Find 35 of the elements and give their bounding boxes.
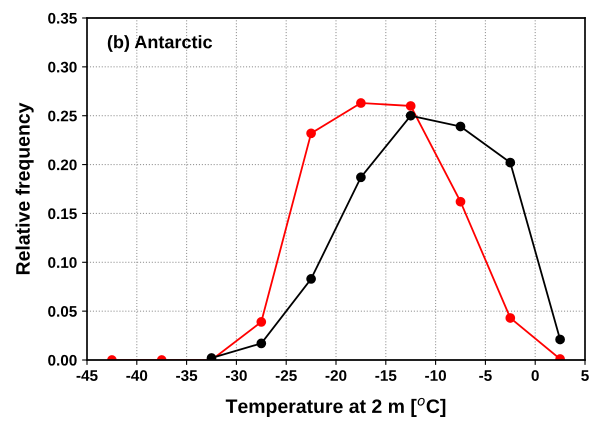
y-tick-label: 0.15 — [48, 208, 77, 220]
point — [256, 338, 266, 348]
x-tick-label: -20 — [326, 370, 346, 381]
x-tick-label: -25 — [276, 370, 297, 381]
annotation: (b) Antarctic — [108, 35, 212, 52]
point — [456, 122, 466, 132]
point — [406, 101, 416, 111]
x-tick-label: -30 — [226, 370, 247, 381]
y-tick-label: 0.20 — [48, 159, 77, 170]
x-tick-label: -35 — [176, 370, 198, 381]
y-tick-label: 0.05 — [48, 306, 77, 317]
point — [356, 98, 366, 108]
x-tick-label: 5 — [581, 370, 589, 381]
y-tick-label: 0.30 — [48, 62, 77, 73]
y-axis-title: Relative frequency — [16, 102, 34, 274]
x-tick-label: -10 — [425, 370, 446, 381]
x-tick-label: -40 — [126, 370, 148, 381]
point — [456, 196, 466, 207]
point — [505, 313, 516, 323]
x-tick-label: 0 — [532, 370, 539, 381]
point — [256, 317, 266, 327]
y-tick-label: 0.25 — [48, 110, 77, 122]
x-tick-label: -15 — [375, 370, 396, 381]
point — [555, 334, 565, 344]
x-tick-label: -5 — [479, 370, 492, 381]
y-tick-label: 0.10 — [48, 257, 77, 268]
point — [356, 172, 366, 182]
point — [406, 110, 416, 121]
y-tick-label: 0.00 — [48, 354, 77, 366]
point — [306, 274, 316, 284]
x-tick-label: -45 — [76, 370, 98, 381]
point — [306, 128, 316, 138]
y-tick-label: 0.35 — [48, 12, 77, 24]
x-axis-title: Temperature at 2 m [$^{o}$C] — [226, 398, 446, 417]
point — [505, 158, 516, 168]
